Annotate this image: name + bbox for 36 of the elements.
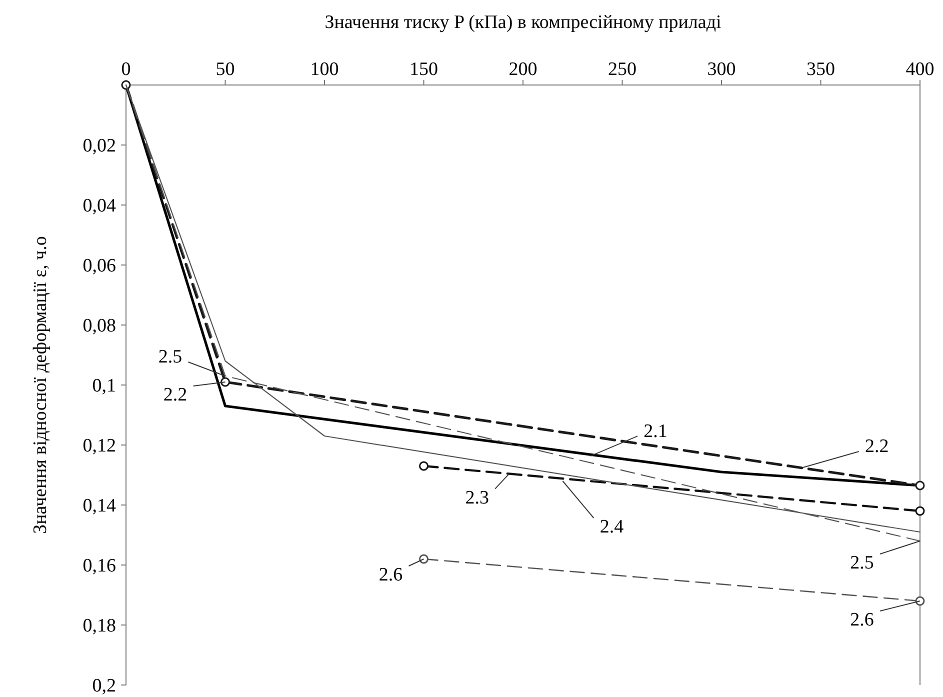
annotation: 2.6 xyxy=(378,564,403,586)
annotation: 2.5 xyxy=(158,346,182,368)
y-tick-label: 0,18 xyxy=(82,616,116,637)
point xyxy=(220,377,230,387)
x-tick-label: 150 xyxy=(410,59,438,80)
y-tick-label: 0,2 xyxy=(92,676,116,697)
y-tick-label: 0,08 xyxy=(82,316,116,337)
annotation: 2.2 xyxy=(163,384,188,406)
y-tick-label: 0,12 xyxy=(82,436,116,457)
point xyxy=(915,596,925,606)
y-tick-label: 0,14 xyxy=(82,496,116,517)
annotation: 2.4 xyxy=(600,516,624,538)
annotation: 2.2 xyxy=(865,436,889,458)
point xyxy=(419,554,428,564)
annotation: 2.5 xyxy=(850,552,874,574)
x-tick-label: 0 xyxy=(121,59,131,80)
x-axis-title: Значення тиску P (кПа) в компресійному приладі xyxy=(324,12,722,33)
x-tick-label: 300 xyxy=(707,59,736,80)
annotation: 2.1 xyxy=(644,420,668,442)
annotation: 2.3 xyxy=(465,487,489,508)
x-tick-label: 350 xyxy=(806,59,835,80)
x-tick-label: 200 xyxy=(508,59,538,80)
x-tick-label: 100 xyxy=(310,59,339,80)
y-tick-label: 0,1 xyxy=(92,376,116,397)
x-tick-label: 400 xyxy=(906,59,934,80)
y-tick-label: 0,06 xyxy=(82,256,116,277)
y-tick-label: 0,02 xyxy=(82,136,116,157)
x-tick-label: 250 xyxy=(608,59,636,80)
y-axis-title: Значення відносної деформації ε, ч.о xyxy=(30,236,51,534)
point xyxy=(915,480,925,490)
point xyxy=(915,506,925,516)
point xyxy=(419,461,428,471)
y-tick-label: 0,16 xyxy=(82,556,116,577)
x-tick-label: 50 xyxy=(216,59,235,80)
y-tick-label: 0,04 xyxy=(82,196,116,217)
annotation: 2.6 xyxy=(850,610,874,631)
